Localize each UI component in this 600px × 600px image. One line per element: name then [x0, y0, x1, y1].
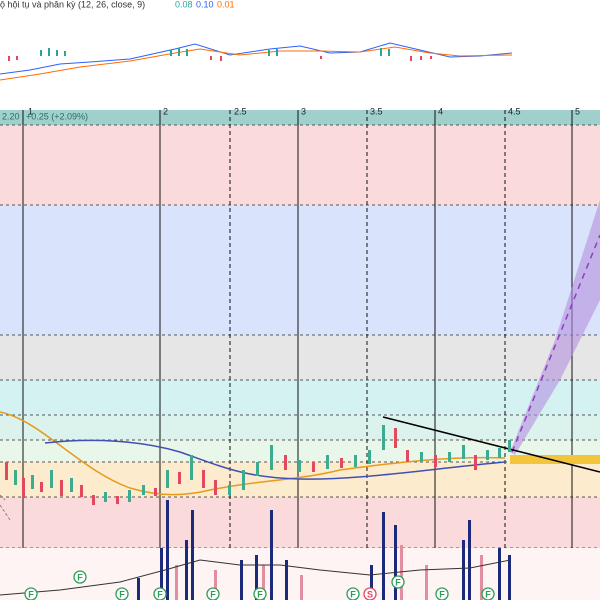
time-label: 2.5: [234, 106, 247, 116]
time-label: 3.5: [370, 106, 383, 116]
macd-histogram: [40, 48, 390, 56]
time-label: 4: [438, 106, 443, 116]
zone: [0, 335, 600, 380]
time-labels: 1 2 2.5 3 3.5 4 4.5 5: [28, 106, 580, 116]
indicator-value: 0.01: [217, 0, 235, 9]
marker-label: F: [119, 589, 125, 599]
zone: [0, 415, 600, 440]
indicator-value: 0.08: [175, 0, 193, 9]
indicator-value: 0.10: [196, 0, 214, 9]
marker-label: F: [395, 577, 401, 587]
time-label: 1: [28, 106, 33, 116]
zone: [0, 125, 600, 205]
marker-label: F: [157, 589, 163, 599]
header-strip: [0, 110, 600, 125]
event-marker[interactable]: F: [24, 587, 38, 600]
event-marker[interactable]: F: [153, 587, 167, 600]
event-marker[interactable]: S: [363, 587, 377, 600]
event-marker[interactable]: F: [346, 587, 360, 600]
event-marker[interactable]: F: [73, 570, 87, 584]
event-marker[interactable]: F: [391, 575, 405, 589]
price-change: +0.25 (+2.09%): [26, 111, 88, 121]
marker-label: F: [77, 572, 83, 582]
marker-label: F: [28, 589, 34, 599]
indicator-label: ộ hội tụ và phân kỳ (12, 26, close, 9): [0, 0, 145, 9]
last-price: 2.20: [2, 111, 20, 121]
projection-cone: [510, 200, 600, 455]
target-zone: [510, 455, 600, 464]
zone: [0, 205, 600, 335]
macd-line: [0, 42, 513, 75]
event-marker[interactable]: F: [481, 587, 495, 600]
signal-line: [0, 46, 513, 81]
macd-histogram-neg: [8, 56, 432, 61]
ma-orange: [0, 411, 506, 496]
time-label: 5: [575, 106, 580, 116]
marker-label: F: [439, 589, 445, 599]
time-label: 3: [301, 106, 306, 116]
macd-panel: ộ hội tụ và phân kỳ (12, 26, close, 9) 0…: [0, 0, 513, 81]
zone: [0, 380, 600, 415]
volume: [0, 500, 600, 600]
event-marker[interactable]: F: [115, 587, 129, 600]
time-lines: [22, 110, 573, 600]
trend-line: [382, 416, 600, 473]
event-marker[interactable]: F: [435, 587, 449, 600]
time-label: 4.5: [508, 106, 521, 116]
time-label: 2: [163, 106, 168, 116]
ma-fragment: [0, 494, 11, 521]
ma-blue: [44, 439, 506, 480]
marker-label: F: [350, 589, 356, 599]
event-marker[interactable]: F: [253, 587, 267, 600]
candles: [5, 425, 511, 505]
event-markers: F F F F F F F S F F F: [24, 570, 495, 600]
marker-label: S: [367, 589, 373, 599]
event-marker[interactable]: F: [206, 587, 220, 600]
marker-label: F: [210, 589, 216, 599]
marker-label: F: [485, 589, 491, 599]
marker-label: F: [257, 589, 263, 599]
zone: [0, 497, 600, 548]
